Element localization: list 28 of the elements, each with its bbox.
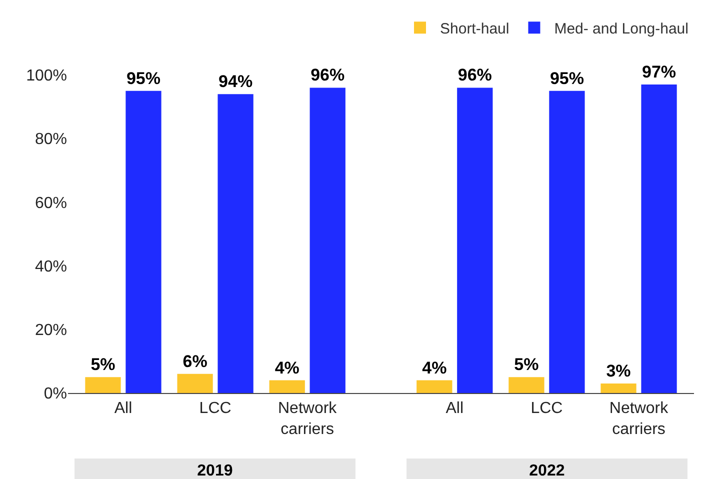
y-tick-label: 20% (34, 322, 67, 339)
y-tick-label: 100% (26, 68, 67, 85)
data-label: 5% (514, 355, 539, 374)
y-tick-label: 80% (34, 131, 67, 148)
data-label: 96% (310, 66, 345, 85)
data-label: 95% (126, 68, 161, 88)
y-tick-label: 0% (44, 386, 67, 403)
legend-label: Med- and Long-haul (554, 20, 688, 38)
data-label: 96% (458, 66, 492, 85)
text: 2022 (529, 462, 565, 479)
x-tick-label: Network carriers (609, 400, 670, 438)
legend-label: Short-haul (440, 20, 510, 38)
x-tick-label: LCC (199, 400, 232, 418)
data-label: 3% (606, 361, 631, 380)
data-label: 4% (274, 358, 300, 378)
x-tick-label: Network carriers (278, 400, 338, 438)
data-label: 5% (90, 355, 116, 374)
data-label: 6% (182, 352, 208, 371)
x-tick-label: All (446, 400, 464, 418)
text: 2019 (197, 462, 233, 479)
data-label: 94% (218, 72, 253, 92)
data-label: 4% (422, 358, 447, 378)
y-tick-label: 40% (34, 258, 67, 276)
data-label: 95% (550, 68, 584, 88)
y-tick-label: 60% (34, 194, 67, 212)
data-label: 97% (642, 62, 676, 82)
x-tick-label: All (114, 400, 132, 418)
x-tick-label: LCC (530, 400, 563, 418)
